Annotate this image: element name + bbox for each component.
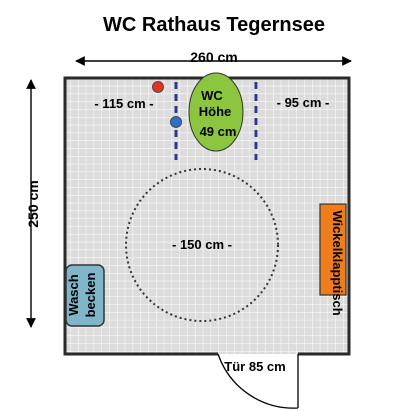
depth-label: 250 cm xyxy=(25,180,41,227)
blue-button xyxy=(170,116,182,128)
turning-circle xyxy=(125,168,279,322)
red-button xyxy=(152,81,164,93)
sink-label-line2: becken xyxy=(83,273,98,318)
wc-toilet xyxy=(188,72,244,152)
door-label: Tür 85 cm xyxy=(224,359,285,374)
left-clearance-label: - 115 cm - xyxy=(94,96,153,111)
right-clearance-label: - 95 cm - xyxy=(277,95,330,110)
door-swing xyxy=(217,353,299,409)
wc-label-line3: 49 cm xyxy=(200,124,237,139)
sink-label-line1: Wasch xyxy=(66,274,81,315)
turning-circle-label: - 150 cm - xyxy=(172,237,232,252)
width-label: 260 cm xyxy=(190,49,237,65)
changing-table xyxy=(319,203,347,296)
changing-table-label: Wickelklapptisch xyxy=(330,210,345,315)
wc-label-line1: WC xyxy=(201,88,223,103)
page-title: WC Rathaus Tegernsee xyxy=(103,14,325,36)
sink xyxy=(65,264,105,327)
wc-label-line2: Höhe xyxy=(199,104,232,119)
